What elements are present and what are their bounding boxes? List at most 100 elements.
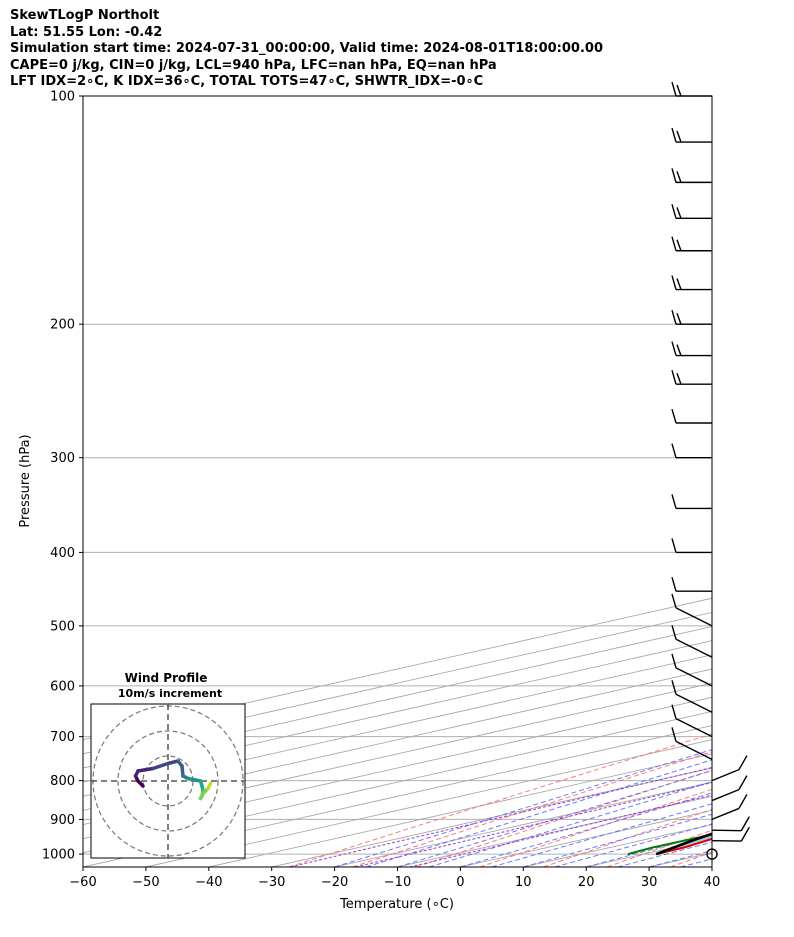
- moist-adiabat-line: [586, 832, 712, 867]
- isotherm-line: [83, 597, 712, 741]
- wind-barb: [671, 408, 712, 424]
- axis-layer: −60 −50 −40 −30 −20 −10 0 10 20 30 40 1000 900 800 700…: [42, 90, 720, 891]
- isotherm-line: [83, 725, 712, 867]
- moist-adiabat-line: [334, 749, 712, 867]
- wind-barb: [671, 127, 712, 143]
- hodograph-inset: Wind Profile 10m/s increment: [90, 671, 246, 859]
- isotherm-line: [83, 696, 712, 840]
- wind-barb: [671, 625, 713, 658]
- wind-barb: [711, 816, 750, 832]
- barb-flag: [676, 312, 682, 325]
- barb-flag: [671, 593, 677, 609]
- wind-barb: [671, 236, 712, 252]
- barb-flag: [738, 794, 748, 809]
- barb-flag: [740, 816, 750, 831]
- barb-staff: [675, 740, 713, 760]
- barb-staff: [675, 718, 713, 738]
- dry-adiabat-line: [416, 769, 712, 867]
- time-line: Simulation start time: 2024-07-31_00:00:…: [10, 41, 603, 56]
- x-axis-label: Temperature (∘C): [339, 897, 454, 912]
- parcel-profile-line: [655, 832, 712, 856]
- x-tick-label: 10: [515, 875, 532, 890]
- barb-flag: [671, 727, 677, 742]
- x-tick-label: −20: [321, 875, 348, 890]
- barb-flag: [671, 680, 677, 695]
- barb-flag: [671, 275, 677, 290]
- barb-flag: [671, 81, 677, 97]
- moist-adiabat-line: [648, 850, 712, 867]
- wind-barb: [671, 680, 713, 713]
- barb-flag: [676, 239, 682, 251]
- isotherm-line: [586, 838, 712, 867]
- barb-staff: [675, 693, 713, 713]
- hodograph-title: Wind Profile: [125, 671, 208, 685]
- moist-adiabat-line: [680, 858, 712, 867]
- dry-adiabat-line: [479, 788, 712, 867]
- x-tick-label: 20: [578, 875, 595, 890]
- dry-adiabat-line: [352, 751, 712, 867]
- barb-flag: [671, 494, 677, 509]
- barb-flag: [671, 653, 677, 669]
- barb-flag: [676, 372, 682, 385]
- moist-adiabat-line: [460, 792, 712, 867]
- barb-flag: [738, 755, 748, 771]
- x-tick-label: −30: [258, 875, 285, 890]
- x-tick-label: −10: [384, 875, 411, 890]
- y-axis-label: Pressure (hPa): [18, 434, 33, 527]
- y-tick-label: 100: [50, 90, 75, 105]
- barb-staff: [675, 638, 713, 658]
- cape-cin-area: [656, 833, 712, 855]
- dry-adiabat-line: [734, 96, 794, 867]
- moist-adiabat-line: [491, 803, 712, 867]
- moist-adiabat-line: [428, 781, 712, 867]
- wind-barb: [671, 341, 712, 357]
- barb-staff: [675, 667, 713, 687]
- barb-flag: [671, 370, 677, 385]
- wind-barb: [711, 775, 748, 802]
- hodograph-plot: [91, 704, 245, 858]
- wind-barb: [671, 494, 712, 510]
- isotherm-line: [83, 640, 712, 783]
- barb-flag: [671, 127, 677, 143]
- barb-flag: [671, 168, 677, 183]
- wind-barb: [671, 538, 712, 554]
- y-tick-label: 600: [50, 679, 75, 694]
- hodograph-ring: [117, 730, 219, 832]
- x-tick-label: 0: [456, 875, 464, 890]
- wind-barb: [671, 275, 712, 291]
- wind-barb: [671, 576, 712, 592]
- hodograph-segment: [151, 761, 170, 771]
- isotherm-line: [83, 710, 712, 854]
- wind-barb: [711, 755, 748, 782]
- y-tick-label: 500: [50, 619, 75, 634]
- y-tick-label: 800: [50, 774, 75, 789]
- barb-staff: [711, 769, 740, 782]
- barb-flag: [676, 344, 682, 356]
- barb-flag: [676, 207, 682, 219]
- y-tick-label: 700: [50, 730, 75, 745]
- wind-barb: [711, 794, 748, 821]
- isotherm-line: [460, 809, 712, 867]
- barb-flag: [676, 130, 682, 143]
- barb-staff: [711, 807, 740, 821]
- wind-barb: [671, 443, 712, 459]
- isotherm-line: [711, 866, 712, 867]
- moist-adiabat-line: [365, 759, 712, 867]
- mixing-ratio-line: [289, 766, 712, 867]
- wind-barb: [671, 168, 712, 184]
- barb-flag: [671, 538, 677, 553]
- barb-flag: [671, 625, 677, 640]
- wind-barb: [671, 727, 713, 760]
- wind-barb: [671, 204, 712, 220]
- hodograph-subtitle: 10m/s increment: [118, 687, 222, 700]
- hodograph-segment: [206, 781, 213, 791]
- barb-flag: [671, 341, 677, 356]
- isotherm-line: [83, 682, 712, 826]
- calm-wind-circle: [706, 848, 718, 860]
- isotherm-line: [83, 668, 712, 811]
- cape-area-layer: [656, 833, 712, 855]
- moist-adiabat-line: [397, 770, 712, 867]
- barb-flag: [676, 171, 682, 183]
- wind-barb: [671, 81, 712, 97]
- moist-adiabat-line: [711, 866, 712, 867]
